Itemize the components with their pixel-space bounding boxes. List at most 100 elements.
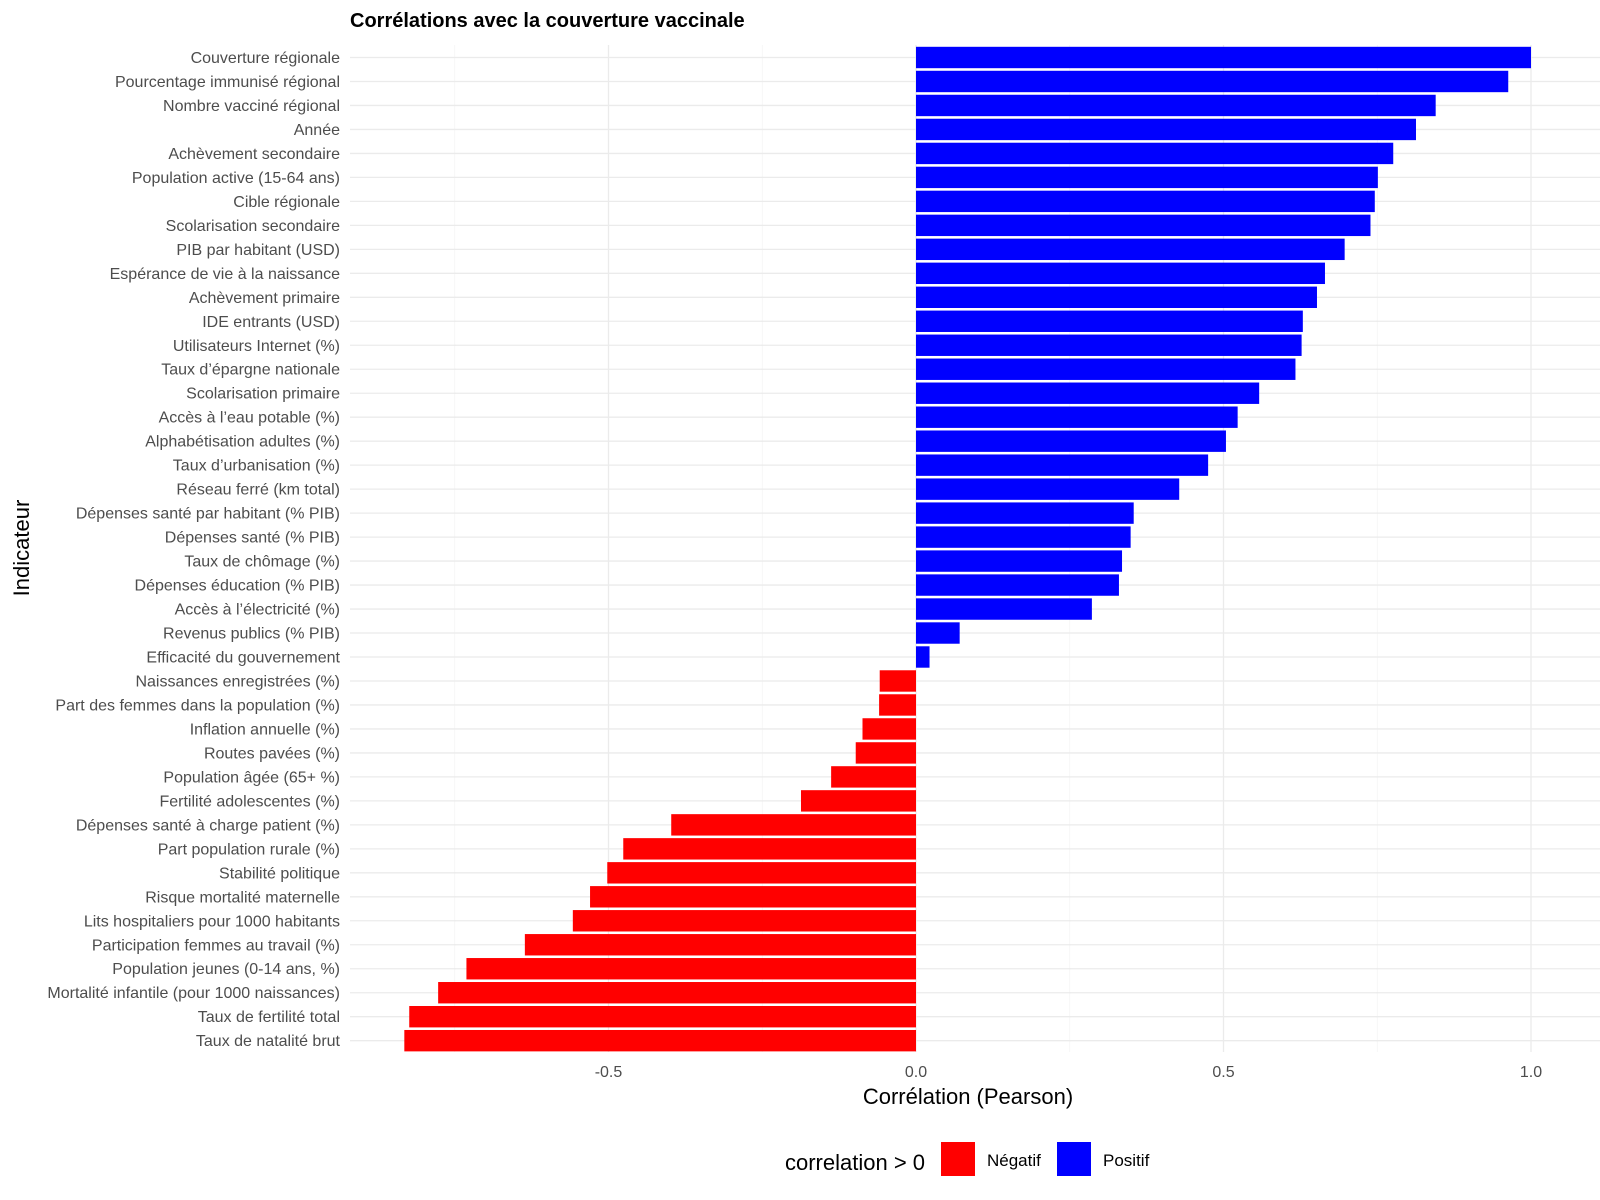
bar [916, 358, 1296, 380]
x-axis-ticks: -0.5 0.0 0.5 1.0 [595, 1064, 1543, 1081]
bar [800, 790, 916, 812]
y-tick-label: Participation femmes au travail (%) [92, 937, 340, 954]
y-tick-label: Dépenses santé à charge patient (%) [76, 817, 340, 834]
y-tick-label: Cible régionale [233, 194, 340, 211]
y-tick-label: Accès à l’eau potable (%) [159, 410, 340, 427]
y-tick-label: Population âgée (65+ %) [163, 769, 340, 786]
bar [916, 550, 1123, 572]
y-tick-label: Accès à l’électricité (%) [175, 602, 340, 619]
y-tick-label: Année [294, 122, 340, 139]
y-tick-label: Efficacité du gouvernement [146, 650, 340, 667]
x-axis-title: Corrélation (Pearson) [863, 1084, 1073, 1109]
y-tick-label: Couverture régionale [191, 50, 341, 67]
bar [916, 526, 1131, 548]
bar [607, 862, 916, 884]
bar [916, 646, 930, 668]
y-tick-label: Part population rurale (%) [158, 841, 340, 858]
bar [916, 334, 1302, 356]
bar [466, 958, 916, 980]
y-tick-label: Taux de fertilité total [198, 1009, 340, 1026]
y-tick-label: Stabilité politique [219, 865, 340, 882]
y-tick-label: Taux d’épargne nationale [161, 362, 340, 379]
bars [404, 46, 1531, 1052]
bar [916, 598, 1092, 620]
legend-title: correlation > 0 [785, 1150, 925, 1175]
y-tick-label: Revenus publics (% PIB) [163, 626, 340, 643]
bar [409, 1006, 916, 1028]
bar [916, 310, 1303, 332]
y-tick-label: Taux de natalité brut [196, 1033, 341, 1050]
bar [879, 694, 916, 716]
legend-swatch-negative [941, 1142, 975, 1176]
bar [916, 70, 1509, 93]
y-tick-label: Achèvement secondaire [168, 146, 340, 163]
bar [916, 622, 960, 644]
legend-label-positive: Positif [1103, 1151, 1150, 1170]
bar [916, 478, 1180, 500]
y-tick-label: Lits hospitaliers pour 1000 habitants [84, 913, 340, 930]
bar [879, 670, 916, 692]
bar [438, 982, 916, 1004]
y-tick-label: Scolarisation primaire [186, 386, 340, 403]
y-tick-label: Population jeunes (0-14 ans, %) [112, 961, 340, 978]
y-tick-label: PIB par habitant (USD) [176, 242, 340, 259]
y-tick-label: Pourcentage immunisé régional [115, 74, 340, 91]
bar [916, 142, 1394, 165]
bar [916, 238, 1345, 261]
y-tick-label: Fertilité adolescentes (%) [159, 793, 340, 810]
bar [404, 1029, 916, 1052]
bar [524, 934, 916, 956]
x-tick-label: 0.5 [1212, 1064, 1234, 1081]
bar [916, 454, 1209, 476]
bar [916, 190, 1375, 213]
y-tick-label: Achèvement primaire [189, 290, 340, 307]
y-tick-label: Espérance de vie à la naissance [110, 266, 340, 283]
bar [572, 910, 916, 932]
bar [855, 742, 916, 764]
y-tick-label: Taux de chômage (%) [184, 554, 340, 571]
y-axis-ticks: Couverture régionale Pourcentage immunisé… [47, 50, 340, 1050]
y-tick-label: Scolarisation secondaire [166, 218, 340, 235]
y-tick-label: Routes pavées (%) [204, 745, 340, 762]
bar [916, 118, 1416, 141]
y-tick-label: Dépenses santé (% PIB) [165, 530, 340, 547]
y-tick-label: Population active (15-64 ans) [132, 170, 340, 187]
bar [862, 718, 916, 740]
bar [590, 886, 916, 908]
legend-swatch-positive [1057, 1142, 1091, 1176]
bar [916, 94, 1436, 117]
x-tick-label: 0.0 [905, 1064, 927, 1081]
y-tick-label: Mortalité infantile (pour 1000 naissance… [47, 985, 340, 1002]
bar [916, 262, 1325, 285]
y-tick-label: Nombre vacciné régional [163, 98, 340, 115]
bar [916, 46, 1531, 69]
bar [916, 286, 1317, 308]
y-tick-label: Alphabétisation adultes (%) [145, 434, 340, 451]
x-tick-label: 1.0 [1520, 1064, 1542, 1081]
y-tick-label: Réseau ferré (km total) [176, 482, 340, 499]
bar [916, 166, 1378, 189]
y-tick-label: Part des femmes dans la population (%) [55, 697, 340, 714]
bar [916, 430, 1226, 452]
legend-label-negative: Négatif [987, 1151, 1041, 1170]
bar [916, 502, 1134, 524]
bar [916, 214, 1371, 237]
y-tick-label: Taux d’urbanisation (%) [173, 458, 340, 475]
y-tick-label: Utilisateurs Internet (%) [173, 338, 340, 355]
bar [671, 814, 916, 836]
y-tick-label: IDE entrants (USD) [202, 314, 340, 331]
legend: correlation > 0 Négatif Positif [785, 1142, 1150, 1176]
x-tick-label: -0.5 [595, 1064, 623, 1081]
y-tick-label: Inflation annuelle (%) [190, 721, 340, 738]
chart-title: Corrélations avec la couverture vaccinal… [350, 10, 745, 32]
y-tick-label: Dépenses santé par habitant (% PIB) [76, 506, 340, 523]
bar [916, 406, 1238, 428]
y-tick-label: Naissances enregistrées (%) [135, 673, 340, 690]
y-axis-title: Indicateur [9, 500, 34, 597]
y-tick-label: Dépenses éducation (% PIB) [135, 578, 340, 595]
bar [916, 382, 1260, 404]
y-tick-label: Risque mortalité maternelle [145, 889, 340, 906]
bar [623, 838, 916, 860]
bar [831, 766, 916, 788]
